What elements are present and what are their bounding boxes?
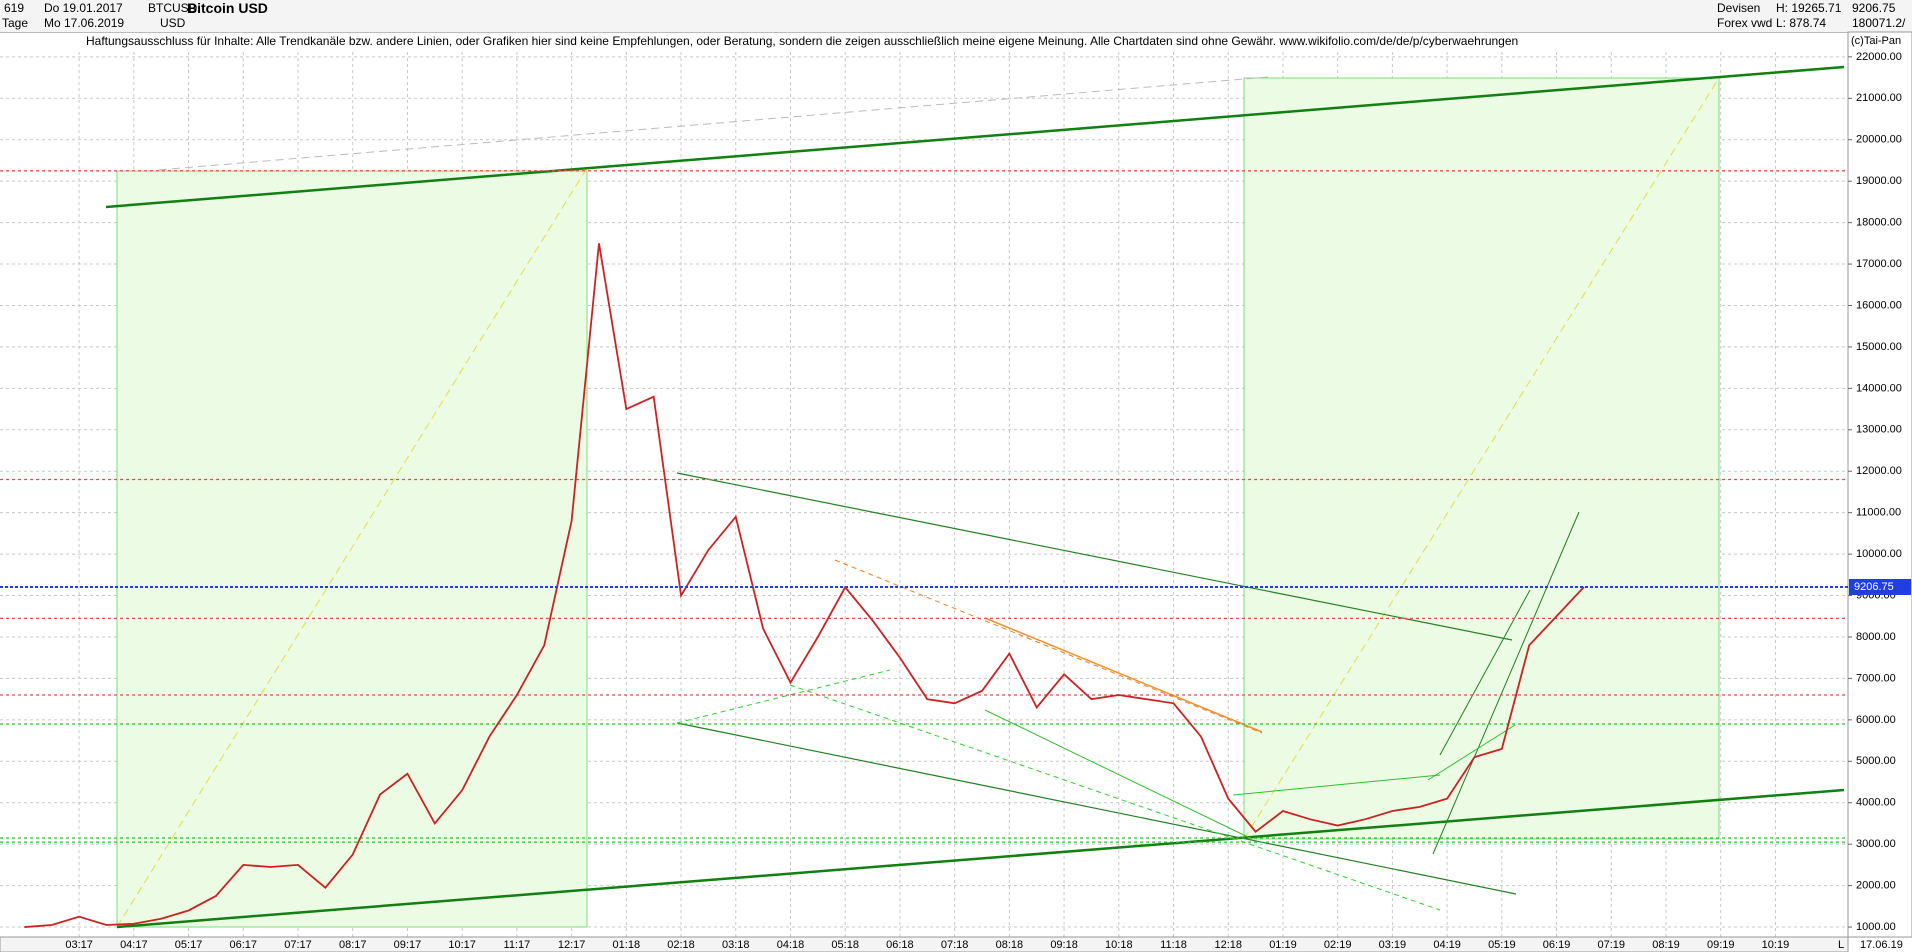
from-date: Do 19.01.2017 bbox=[44, 1, 123, 15]
y-tick-label: 17000.00 bbox=[1856, 258, 1902, 270]
y-tick-label: 20000.00 bbox=[1856, 134, 1902, 146]
trend-line bbox=[1439, 589, 1531, 756]
to-date: Mo 17.06.2019 bbox=[44, 16, 125, 30]
x-tick-label: 01:19 bbox=[1269, 939, 1297, 951]
last: 9206.75 bbox=[1852, 1, 1896, 15]
x-tick-label: 06:19 bbox=[1543, 939, 1571, 951]
x-tick-label: 02:18 bbox=[667, 939, 695, 951]
footer-date: 17.06.19 bbox=[1860, 939, 1903, 951]
x-tick-label: 10:19 bbox=[1762, 939, 1790, 951]
x-tick-label: 07:17 bbox=[284, 939, 312, 951]
x-tick-label: 10:17 bbox=[448, 939, 476, 951]
trend-line bbox=[145, 76, 1269, 172]
trend-line bbox=[984, 709, 1251, 839]
y-tick-label: 3000.00 bbox=[1856, 838, 1896, 850]
x-tick-label: 12:18 bbox=[1214, 939, 1242, 951]
footer-flag: L bbox=[1838, 939, 1844, 951]
y-tick-label: 16000.00 bbox=[1856, 299, 1902, 311]
y-tick-label: 22000.00 bbox=[1856, 51, 1902, 63]
trend-line bbox=[1232, 774, 1441, 796]
x-tick-label: 11:17 bbox=[504, 939, 531, 951]
x-tick-label: 07:19 bbox=[1598, 939, 1626, 951]
trend-line bbox=[789, 684, 1441, 911]
x-tick-label: 05:18 bbox=[831, 939, 859, 951]
x-tick-label: 05:19 bbox=[1488, 939, 1516, 951]
x-tick-label: 04:19 bbox=[1433, 939, 1461, 951]
x-tick-label: 06:17 bbox=[230, 939, 258, 951]
y-tick-label: 2000.00 bbox=[1856, 880, 1896, 892]
x-tick-label: 03:17 bbox=[65, 939, 93, 951]
x-tick-label: 08:17 bbox=[339, 939, 367, 951]
market: Devisen bbox=[1717, 1, 1761, 15]
symbol: BTCUSD bbox=[148, 1, 198, 15]
trend-line bbox=[1427, 724, 1516, 781]
disclaimer: Haftungsausschluss für Inhalte: Alle Tre… bbox=[86, 34, 1518, 48]
drawings bbox=[105, 65, 1845, 929]
toolbar: 619 Do 19.01.2017 BTCUSD Bitcoin USD Tag… bbox=[0, 0, 1912, 33]
x-tick-label: 09:17 bbox=[394, 939, 422, 951]
y-tick-label: 21000.00 bbox=[1856, 92, 1902, 104]
x-tick-label: 04:17 bbox=[120, 939, 148, 951]
trend-line bbox=[984, 617, 1263, 733]
last-price-box bbox=[1849, 578, 1911, 595]
y-tick-label: 18000.00 bbox=[1856, 217, 1902, 229]
x-tick-label: 08:18 bbox=[996, 939, 1024, 951]
x-tick-label: 05:17 bbox=[175, 939, 203, 951]
trend-line bbox=[1243, 77, 1720, 840]
trend-line bbox=[676, 472, 1513, 641]
x-tick-label: 01:18 bbox=[613, 939, 641, 951]
x-tick-label: 04:18 bbox=[777, 939, 805, 951]
copyright: (c)Tai-Pan bbox=[1851, 35, 1901, 47]
low: L: 878.74 bbox=[1776, 16, 1827, 30]
y-tick-label: 4000.00 bbox=[1856, 797, 1896, 809]
x-tick-label: 09:18 bbox=[1050, 939, 1078, 951]
x-tick-label: 12:17 bbox=[558, 939, 586, 951]
x-tick-label: 02:19 bbox=[1324, 939, 1352, 951]
y-tick-label: 15000.00 bbox=[1856, 341, 1902, 353]
period[interactable]: Tage bbox=[2, 16, 29, 30]
y-tick-label: 8000.00 bbox=[1856, 631, 1896, 643]
y-tick-label: 5000.00 bbox=[1856, 755, 1896, 767]
y-tick-label: 13000.00 bbox=[1856, 424, 1902, 436]
y-tick-label: 11000.00 bbox=[1856, 507, 1901, 519]
x-tick-label: 09:19 bbox=[1707, 939, 1735, 951]
x-tick-label: 07:18 bbox=[941, 939, 969, 951]
x-tick-label: 03:18 bbox=[722, 939, 750, 951]
x-tick-label: 06:18 bbox=[886, 939, 914, 951]
volume: 180071.2/ bbox=[1852, 16, 1906, 30]
price-axis bbox=[1847, 31, 1912, 938]
trend-line bbox=[1432, 511, 1580, 855]
x-tick-label: 10:18 bbox=[1105, 939, 1133, 951]
source: Forex vwd bbox=[1717, 16, 1773, 30]
time-axis bbox=[0, 936, 1849, 952]
trend-line bbox=[105, 65, 1845, 209]
x-tick-label: 08:19 bbox=[1652, 939, 1680, 951]
trend-line bbox=[676, 669, 891, 724]
y-tick-label: 6000.00 bbox=[1856, 714, 1896, 726]
y-tick-label: 1000.00 bbox=[1856, 921, 1896, 933]
high: H: 19265.71 bbox=[1776, 1, 1842, 15]
trend-line bbox=[116, 167, 588, 928]
last-price-label: 9206.75 bbox=[1854, 581, 1894, 593]
count[interactable]: 619 bbox=[4, 1, 25, 15]
y-tick-label: 14000.00 bbox=[1856, 382, 1902, 394]
y-tick-label: 19000.00 bbox=[1856, 175, 1902, 187]
trend-line bbox=[116, 788, 1845, 929]
currency: USD bbox=[160, 16, 186, 30]
price-line bbox=[24, 243, 1585, 928]
instrument-name: Bitcoin USD bbox=[187, 0, 268, 16]
y-tick-label: 10000.00 bbox=[1856, 548, 1902, 560]
trend-line bbox=[834, 559, 1263, 734]
x-tick-label: 11:18 bbox=[1160, 939, 1187, 951]
trend-line bbox=[676, 722, 1517, 895]
y-tick-label: 12000.00 bbox=[1856, 465, 1902, 477]
x-tick-label: 03:19 bbox=[1379, 939, 1407, 951]
y-tick-label: 7000.00 bbox=[1856, 672, 1896, 684]
